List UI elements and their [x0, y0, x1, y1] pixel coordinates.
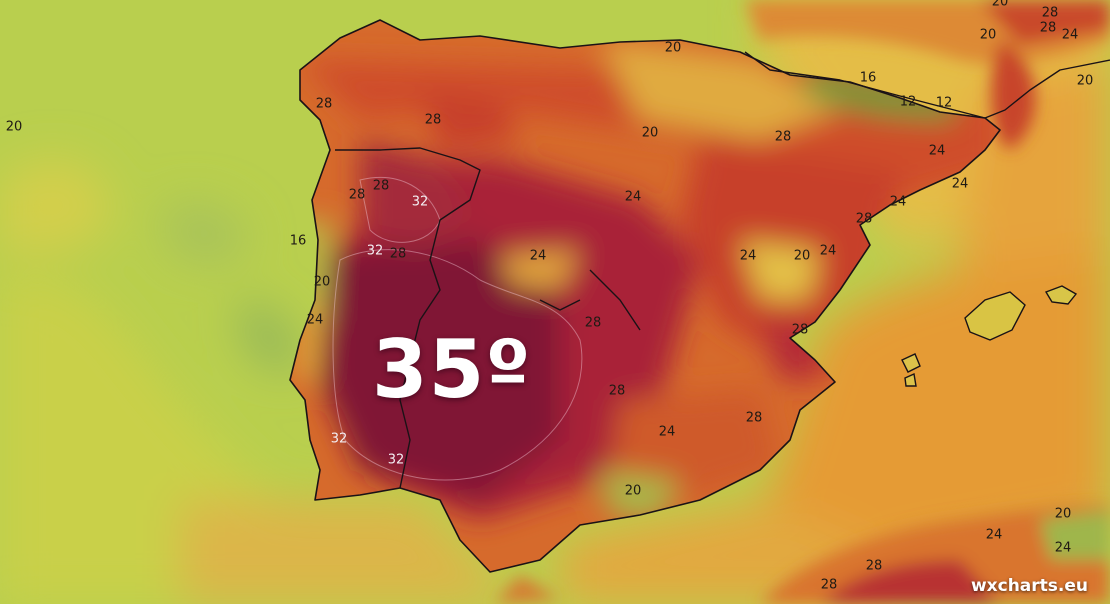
isotherm-label: 20 [793, 248, 811, 264]
isotherm-label: 20 [641, 125, 659, 141]
isotherm-label: 20 [5, 119, 23, 135]
isotherm-label: 16 [289, 233, 307, 249]
isotherm-label: 28 [820, 577, 838, 593]
isotherm-label: 16 [859, 70, 877, 86]
isotherm-label: 28 [1039, 20, 1057, 36]
isotherm-label: 24 [306, 312, 324, 328]
isotherm-label: 20 [1054, 506, 1072, 522]
isotherm-label: 20 [1076, 73, 1094, 89]
isotherm-label: 24 [819, 243, 837, 259]
isotherm-label: 32 [411, 194, 429, 210]
isotherm-label: 12 [899, 94, 917, 110]
isotherm-label: 24 [1061, 27, 1079, 43]
isotherm-label: 12 [935, 95, 953, 111]
isotherm-label: 28 [855, 211, 873, 227]
isotherm-label: 24 [529, 248, 547, 264]
isotherm-label: 28 [865, 558, 883, 574]
isotherm-label: 24 [951, 176, 969, 192]
isotherm-label: 24 [928, 143, 946, 159]
isotherm-label: 32 [387, 452, 405, 468]
isotherm-label: 20 [979, 27, 997, 43]
isotherm-label: 20 [664, 40, 682, 56]
isotherm-label: 28 [584, 315, 602, 331]
isotherm-label: 20 [313, 274, 331, 290]
isotherm-label: 32 [366, 243, 384, 259]
france-coast [745, 0, 1110, 150]
balearic-islands [901, 285, 1078, 387]
isotherm-label: 20 [624, 483, 642, 499]
isotherm-label: 24 [889, 194, 907, 210]
isotherm-label: 28 [372, 178, 390, 194]
source-watermark: wxcharts.eu [970, 576, 1088, 596]
isotherm-label: 28 [608, 383, 626, 399]
isotherm-label: 28 [424, 112, 442, 128]
headline-temperature: 35º [372, 323, 532, 416]
isotherm-label: 28 [389, 246, 407, 262]
iberian-peninsula [290, 20, 1000, 572]
country-borders [335, 51, 1110, 489]
isotherm-label: 32 [330, 431, 348, 447]
isotherm-label: 28 [745, 410, 763, 426]
isotherm-label: 24 [739, 248, 757, 264]
isotherm-label: 28 [348, 187, 366, 203]
isotherm-label: 28 [774, 129, 792, 145]
isotherm-label: 24 [658, 424, 676, 440]
isotherm-label: 24 [985, 527, 1003, 543]
isotherm-label: 28 [791, 322, 809, 338]
isotherm-label: 28 [315, 96, 333, 112]
isotherm-label: 24 [624, 189, 642, 205]
isotherm-label: 24 [1054, 540, 1072, 556]
isotherm-label: 20 [991, 0, 1009, 10]
isotherm-label: 28 [1041, 5, 1059, 21]
north-africa-coast [495, 505, 1110, 604]
